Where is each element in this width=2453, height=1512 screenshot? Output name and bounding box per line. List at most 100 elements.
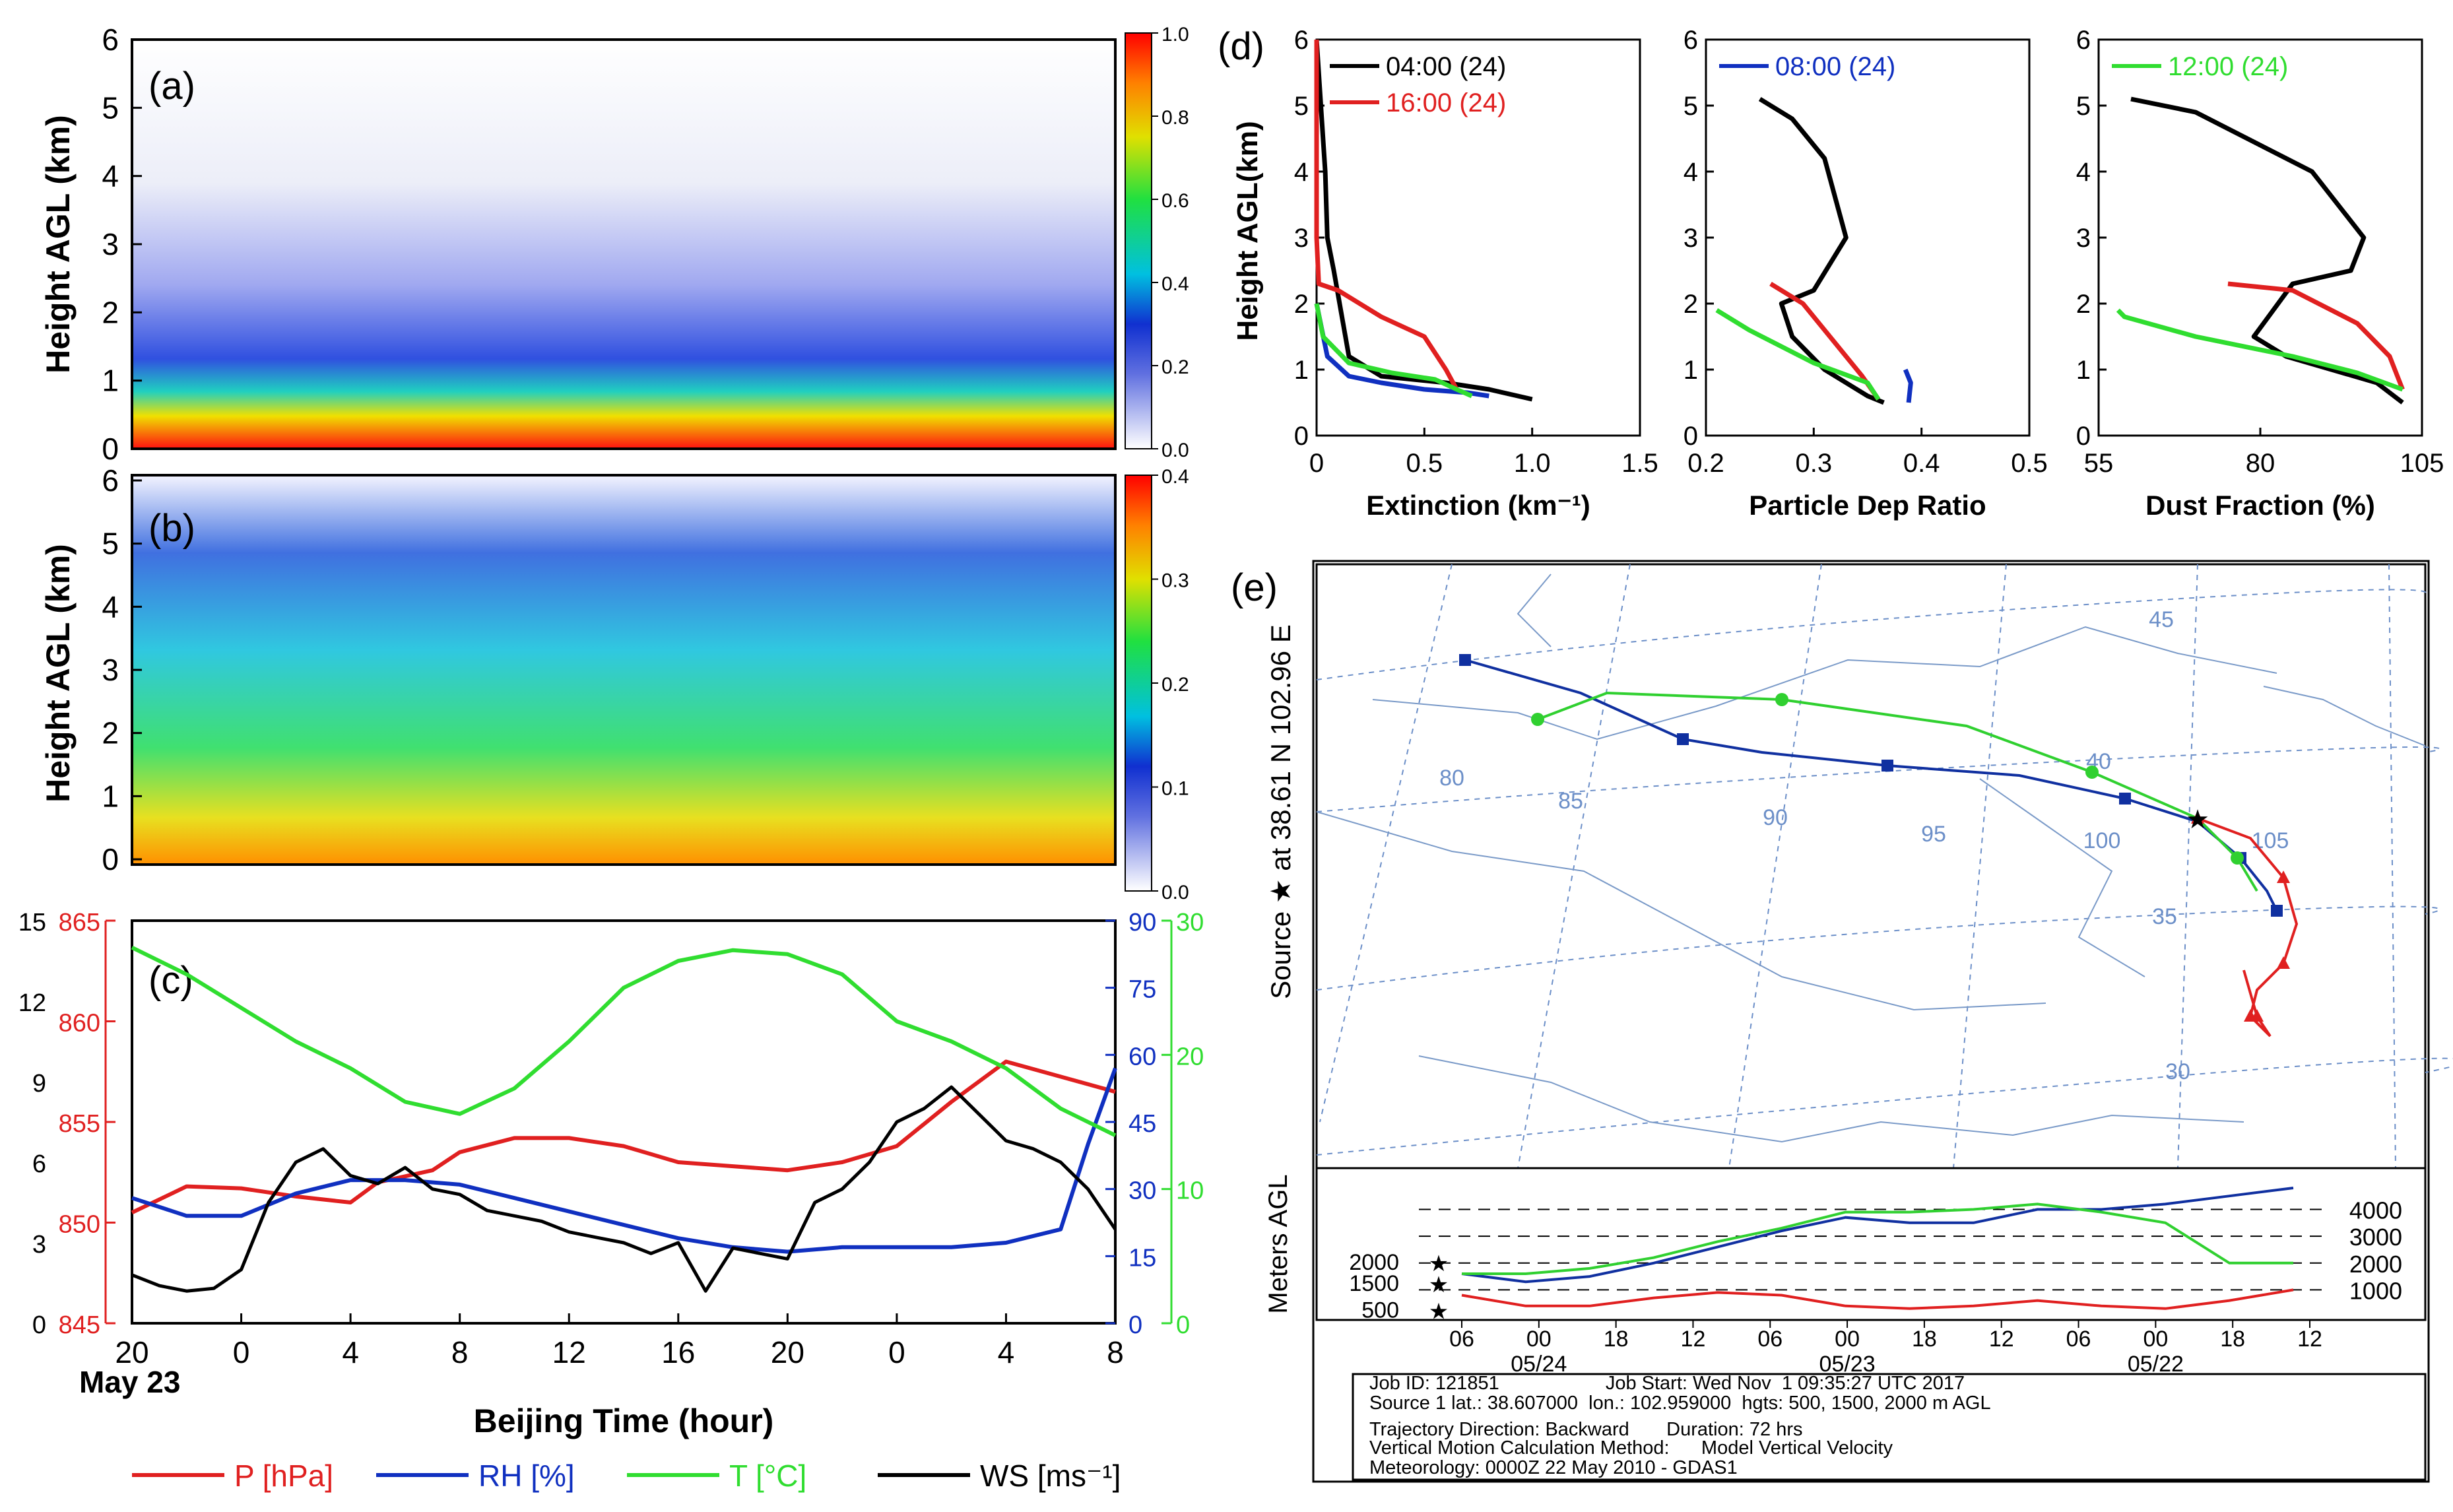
panel-a-colorbar-ticks: 1.0 0.8 0.6 0.4 0.2 0.0 [1152, 24, 1189, 461]
x-tick-label: 4 [998, 1335, 1015, 1369]
longitude-label: 100 [2083, 828, 2121, 853]
y-tick-label: 3 [102, 227, 119, 261]
x-axis-label: Particle Dep Ratio [1749, 490, 1986, 521]
y-tick-label: 1 [2076, 356, 2091, 385]
panel-e-label: (e) [1231, 566, 1278, 609]
time-tick-label: 00 [1526, 1327, 1552, 1352]
y-tick-label: 2 [102, 716, 119, 750]
panel-e-source-label: Source ★ at 38.61 N 102.96 E [1265, 624, 1296, 999]
p-tick-label: 850 [59, 1211, 100, 1239]
meridian [1728, 564, 1822, 1169]
legend-label: 04:00 (24) [1386, 52, 1506, 81]
height-tick-label: 1000 [2349, 1277, 2402, 1304]
date-tick-label: 05/24 [1511, 1352, 1567, 1377]
panel-a: (a) Height AGL (km) 6 5 4 3 2 1 0 1.0 0.8 0.6 0.4… [40, 22, 1189, 466]
info-line: Trajectory Direction: Backward Duration:… [1369, 1419, 1803, 1440]
panel-d-label: (d) [1218, 25, 1264, 68]
trajectory-marker [1459, 654, 1471, 666]
date-tick-label: 05/22 [2128, 1352, 2184, 1377]
start-height-star-icon: ★ [1429, 1251, 1449, 1276]
y-tick-label: 2 [2076, 290, 2091, 319]
y-tick-label: 4 [1294, 158, 1309, 187]
y-tick-label: 5 [102, 527, 119, 561]
y-tick-label: 1 [102, 779, 119, 813]
panel-a-y-ticks: 6 5 4 3 2 1 0 [102, 22, 142, 466]
info-box-frame [1352, 1373, 2427, 1481]
profile-line [1314, 303, 1473, 399]
border-line [2263, 686, 2426, 746]
height-blue-line [1461, 1187, 2294, 1284]
parallel [1316, 1057, 2453, 1156]
colorbar-tick-label: 0.1 [1161, 778, 1189, 800]
trajectory-marker [2191, 811, 2204, 824]
start-height-label: 500 [1361, 1298, 1399, 1323]
height-tick-label: 2000 [2349, 1251, 2402, 1278]
x-tick-label: 0.4 [1903, 449, 1940, 478]
y-tick-label: 0 [1294, 422, 1309, 451]
trajectory-marker [1881, 760, 1893, 772]
time-tick-label: 12 [2297, 1327, 2322, 1352]
legend-label: T [°C] [729, 1459, 806, 1493]
panel-b-plot-area [132, 475, 1115, 865]
info-line: Job ID: 121851 Job Start: Wed Nov 1 09:3… [1369, 1373, 1965, 1394]
x-tick-label: 1.5 [1621, 449, 1658, 478]
y-tick-label: 0 [102, 432, 119, 466]
time-tick-label: 12 [1989, 1327, 2014, 1352]
rh-tick-label: 90 [1128, 909, 1156, 937]
profile-line [2116, 308, 2404, 392]
subplot-frame [1705, 38, 2031, 437]
y-tick-label: 5 [102, 90, 119, 125]
time-tick-label: 18 [1912, 1327, 1937, 1352]
p-series-line [131, 1059, 1116, 1215]
colorbar-tick-label: 1.0 [1161, 24, 1189, 46]
trajectory-marker [1677, 733, 1689, 745]
panel-c: (c) 20 0 4 8 12 16 20 0 4 81512963086586085585084… [18, 909, 1204, 1493]
parallel [1316, 746, 2440, 812]
panel-b-label: (b) [148, 507, 195, 550]
legend-label: 16:00 (24) [1386, 88, 1506, 117]
height-green-line [1462, 1202, 2293, 1275]
colorbar-tick-label: 0.4 [1161, 273, 1189, 295]
y-tick-label: 3 [1684, 224, 1698, 253]
y-tick-label: 5 [1684, 92, 1698, 121]
y-tick-label: 1 [1294, 356, 1309, 385]
border-line [1418, 1055, 2244, 1143]
trajectory-marker [2271, 905, 2283, 917]
parallel [1316, 589, 2427, 680]
trajectory-marker [2277, 956, 2290, 969]
info-line: Source 1 lat.: 38.607000 lon.: 102.95900… [1369, 1393, 1991, 1414]
blue-trajectory [1464, 659, 2278, 911]
x-tick-label: 0.5 [2011, 449, 2048, 478]
height-red-line [1461, 1288, 2294, 1310]
parallel [1316, 905, 2440, 991]
longitude-label: 95 [1921, 822, 1946, 847]
colorbar-tick-label: 0.0 [1161, 440, 1189, 461]
colorbar-tick-label: 0.6 [1161, 190, 1189, 212]
panel-b-y-axis-label: Height AGL (km) [40, 544, 77, 803]
panel-c-legend: P [hPa] RH [%] T [°C] WS [ms⁻¹] [132, 1459, 1121, 1493]
panel-c-x-axis-label: Beijing Time (hour) [474, 1402, 774, 1439]
y-tick-label: 0 [102, 842, 119, 876]
trajectory-marker [1775, 693, 1788, 706]
colorbar-tick-label: 0.2 [1161, 356, 1189, 378]
y-tick-label: 4 [102, 589, 119, 624]
y-tick-label: 6 [2076, 26, 2091, 55]
border-line [1372, 626, 2277, 740]
start-height-label: 2000 [1349, 1250, 1399, 1275]
p-tick-label: 860 [59, 1010, 100, 1037]
colorbar-tick-label: 0.4 [1161, 466, 1189, 488]
time-tick-label: 06 [1449, 1327, 1474, 1352]
time-tick-label: 06 [2066, 1327, 2091, 1352]
start-height-star-icon: ★ [1429, 1299, 1449, 1325]
longitude-label: 80 [1439, 766, 1464, 791]
y-tick-label: 1 [102, 364, 119, 398]
panel-b-colorbar [1125, 475, 1152, 892]
info-line: Vertical Motion Calculation Method: Mode… [1369, 1437, 1893, 1459]
trajectory-marker [2119, 793, 2131, 805]
panel-c-axes: 20 0 4 8 12 16 20 0 4 815129630865860855850845907… [18, 909, 1204, 1369]
ws-tick-label: 3 [32, 1231, 46, 1259]
panel-d-dust: 6 5 4 3 2 1 055 80 105 Dust Fraction (%) 12:00 (24… [2076, 26, 2444, 521]
subplot-frame [2097, 38, 2423, 437]
